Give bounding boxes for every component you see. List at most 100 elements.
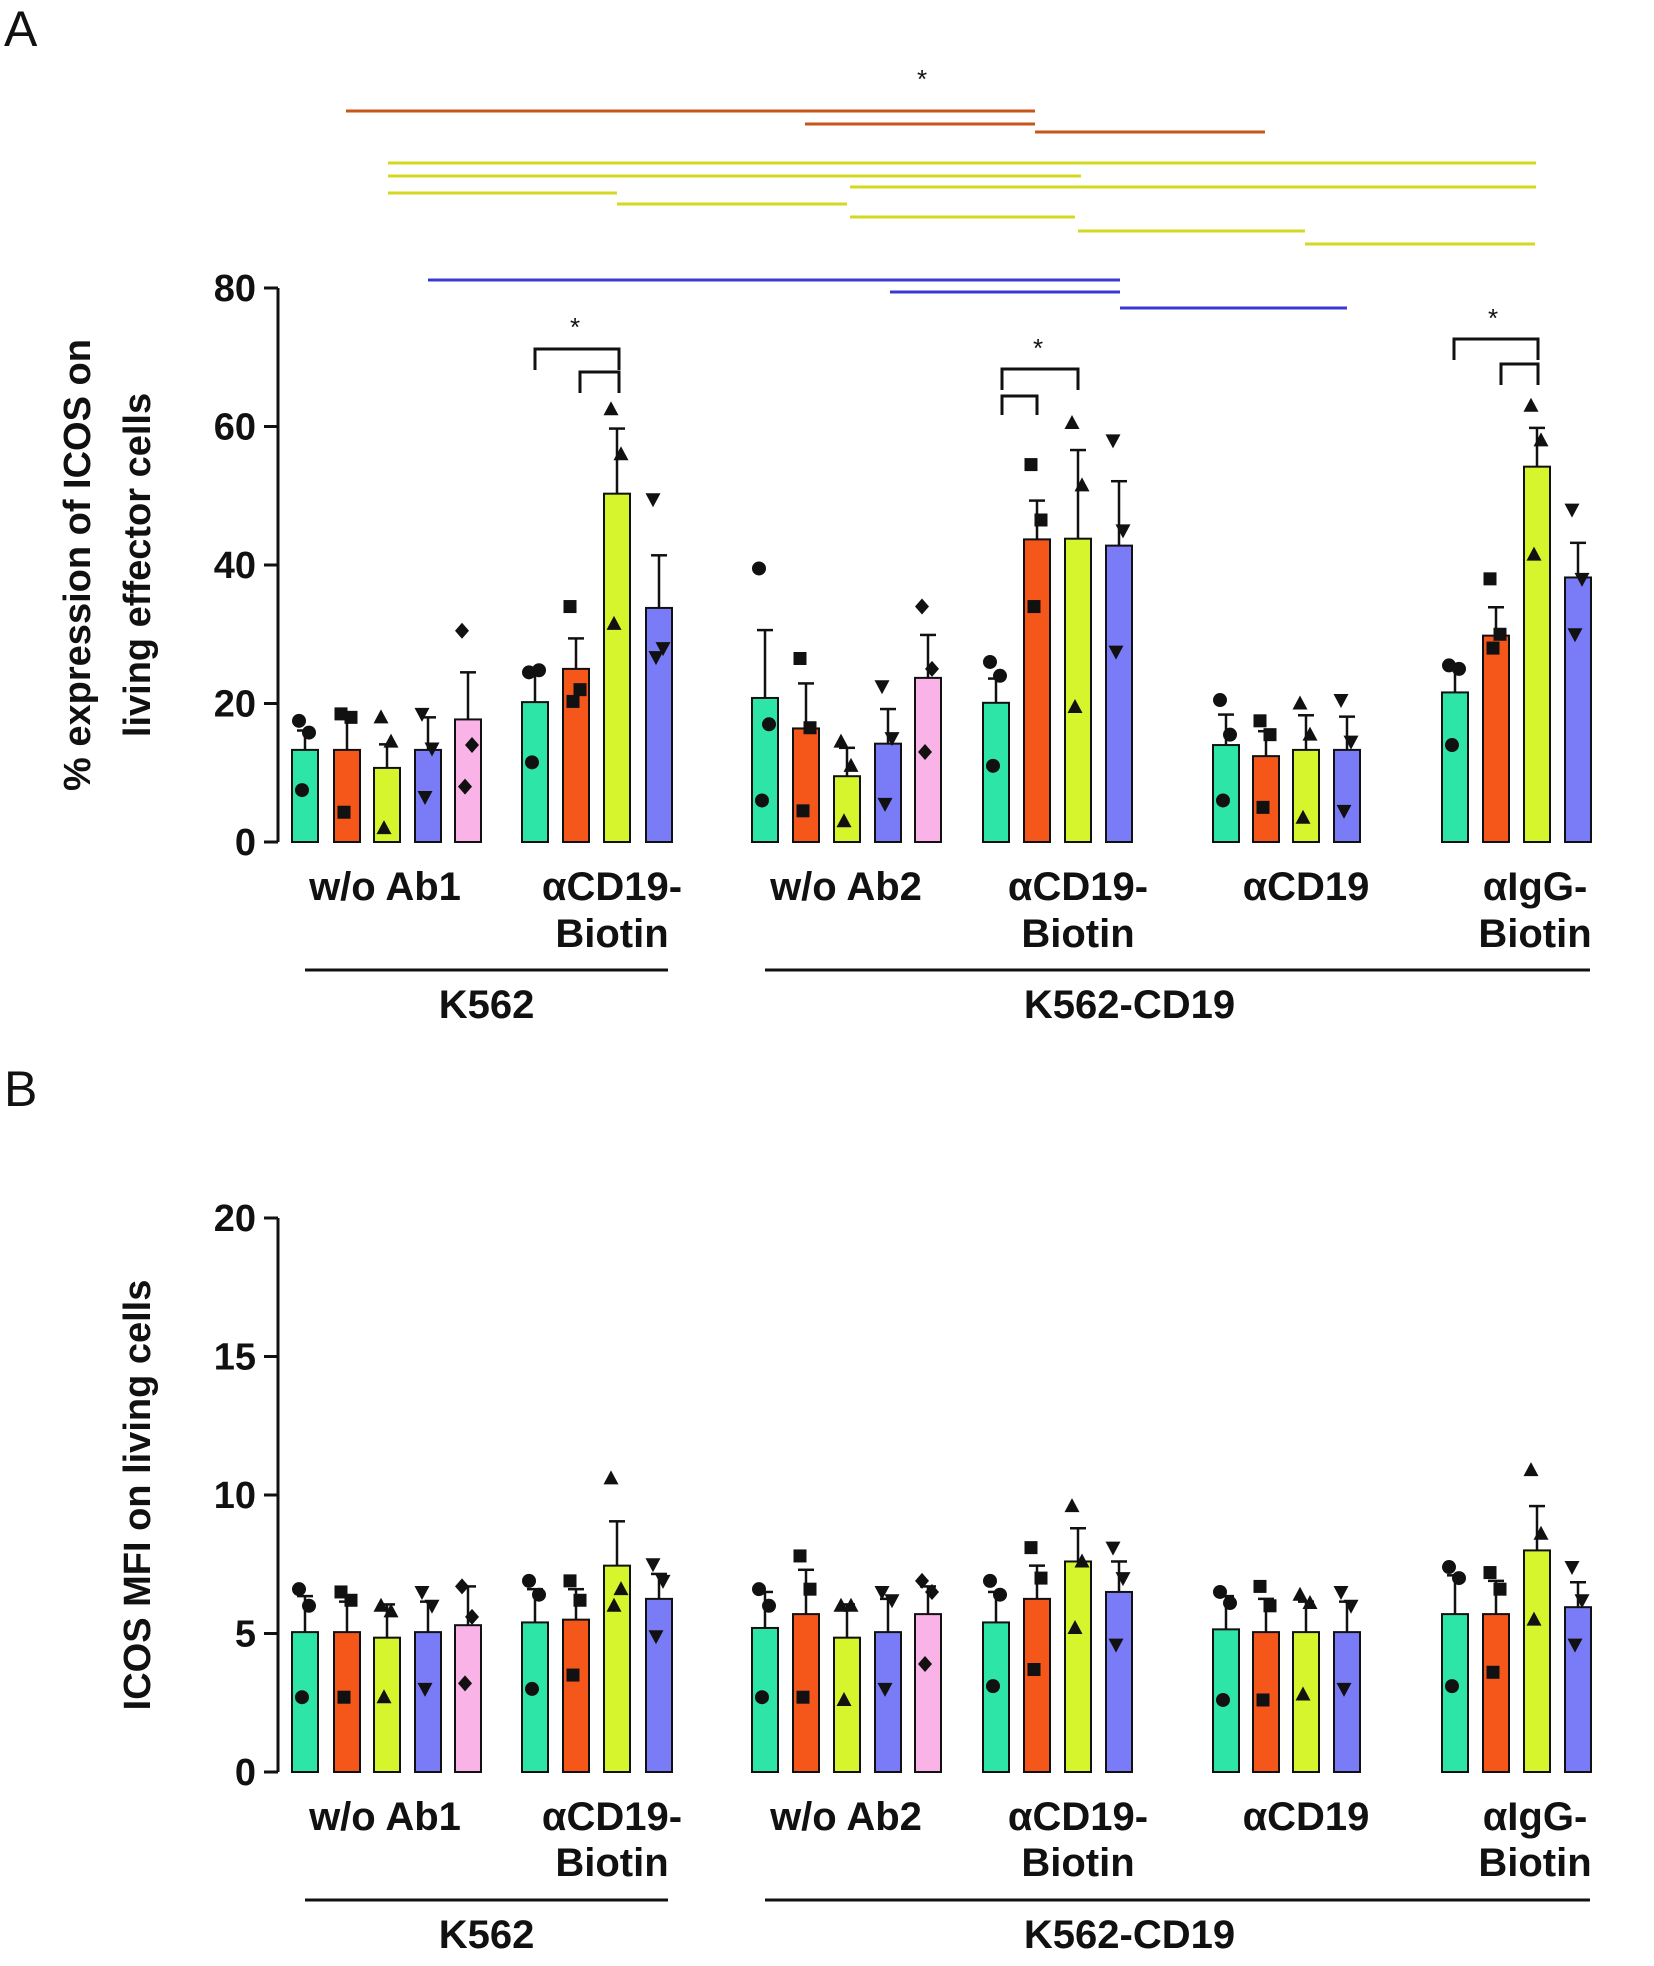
data-point: [796, 1690, 810, 1704]
bar: [414, 1631, 442, 1773]
bar: [874, 1631, 902, 1773]
y-tick-label: 5: [235, 1614, 256, 1656]
y-tick-label: 80: [214, 268, 256, 310]
sig-star: *: [1488, 303, 1498, 333]
data-point: [532, 663, 546, 678]
data-point: [522, 1573, 536, 1588]
data-point: [1067, 698, 1083, 713]
data-point: [455, 1578, 469, 1595]
data-point: [915, 1572, 929, 1589]
y-tick-label: 0: [235, 1752, 256, 1794]
y-tick-label: 15: [214, 1337, 256, 1379]
data-point: [334, 1585, 348, 1599]
data-point: [1486, 641, 1500, 655]
data-point: [1343, 1599, 1359, 1614]
data-point: [1295, 809, 1311, 824]
bar: [914, 676, 942, 843]
data-point: [918, 743, 932, 760]
data-point: [1452, 661, 1466, 676]
significance-lines: [346, 109, 1536, 310]
data-point: [655, 1574, 671, 1589]
x-tick-label: w/o Ab2: [769, 865, 922, 909]
data-point: [1213, 1584, 1227, 1599]
data-point: [874, 1585, 890, 1600]
data-point: [344, 1593, 358, 1607]
data-point: [877, 797, 893, 812]
sig-star: *: [1033, 333, 1043, 363]
data-point: [1574, 1594, 1590, 1609]
data-point: [1263, 728, 1277, 742]
y-tick-label: 40: [214, 545, 256, 587]
data-point: [983, 1573, 997, 1588]
data-point: [1533, 1525, 1549, 1540]
data-point: [1223, 727, 1237, 742]
data-point: [1526, 1611, 1542, 1626]
sig-star: *: [917, 64, 927, 94]
bar: [1292, 748, 1320, 844]
x-tick-label: Biotin: [555, 1841, 668, 1885]
data-point: [1067, 1619, 1083, 1634]
data-point: [1216, 793, 1230, 808]
data-point: [836, 1691, 852, 1706]
x-tick-label: Biotin: [1021, 912, 1134, 956]
bar: [645, 1597, 673, 1773]
data-point: [986, 1679, 1000, 1694]
bar: [982, 701, 1010, 843]
sig-bracket: [1000, 394, 1039, 415]
sig-bracket: [578, 370, 621, 393]
data-point: [458, 778, 472, 795]
data-point: [417, 790, 433, 805]
data-point: [1253, 714, 1267, 728]
data-point: [525, 755, 539, 770]
x-tick-label: w/o Ab2: [769, 1795, 922, 1839]
cell-line-label: K562-CD19: [1024, 1913, 1235, 1957]
panel-label-b: B: [4, 1061, 37, 1117]
data-point: [884, 732, 900, 747]
data-point: [1024, 1541, 1038, 1555]
data-point: [337, 805, 351, 819]
panel-a-chart: 0 20 40 60 80 % expression of ICOS on living e…: [57, 268, 1592, 1027]
bar: [1482, 634, 1510, 844]
y-tick-label: 0: [235, 822, 256, 864]
data-point: [465, 1608, 479, 1625]
sig-star: *: [570, 312, 580, 342]
data-point: [302, 1598, 316, 1613]
data-point: [606, 615, 622, 630]
cell-line-label: K562: [439, 983, 535, 1027]
data-point: [1074, 477, 1090, 492]
data-point: [1564, 503, 1580, 518]
data-point: [986, 758, 1000, 773]
data-point: [1027, 1663, 1041, 1677]
data-point: [1336, 1682, 1352, 1697]
panel-b-chart: 0 5 10 15 20 ICOS MFI on living cells w/o Ab1 α…: [117, 1198, 1592, 1957]
y-axis-label: % expression of ICOS on: [57, 339, 99, 791]
data-point: [752, 1582, 766, 1597]
data-point: [1452, 1571, 1466, 1586]
bar: [1441, 691, 1469, 843]
x-tick-label: αCD19-: [542, 1795, 682, 1839]
bar: [521, 701, 549, 843]
data-point: [1034, 1571, 1048, 1585]
data-point: [1253, 1579, 1267, 1593]
bar: [562, 1618, 590, 1774]
data-point: [424, 742, 440, 757]
x-tick-label: αCD19-: [1008, 1795, 1148, 1839]
data-point: [993, 1587, 1007, 1602]
data-point: [414, 707, 430, 722]
data-point: [803, 1582, 817, 1596]
data-point: [1108, 645, 1124, 660]
data-point: [417, 1682, 433, 1697]
data-point: [1564, 1561, 1580, 1576]
data-point: [755, 793, 769, 808]
data-point: [843, 1597, 859, 1612]
bar: [982, 1621, 1010, 1774]
data-point: [376, 1689, 392, 1704]
data-point: [1024, 458, 1038, 472]
data-point: [465, 737, 479, 754]
x-tick-label: αCD19-: [542, 865, 682, 909]
data-point: [1567, 628, 1583, 643]
data-point: [645, 493, 661, 508]
data-point: [836, 813, 852, 828]
bar: [1523, 1549, 1551, 1774]
